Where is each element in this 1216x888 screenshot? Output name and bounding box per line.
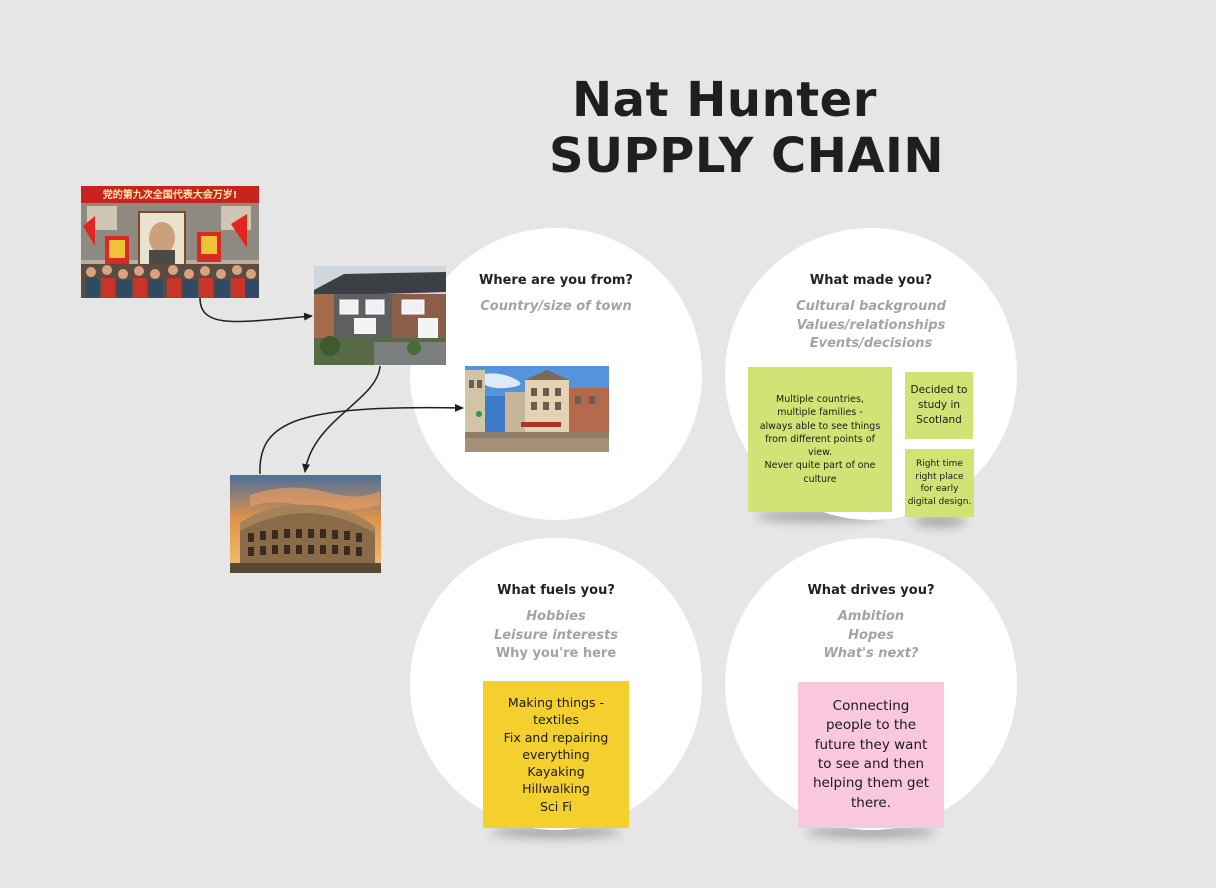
sticky-shadow [806,826,936,838]
prompts-what-drives: Ambition Hopes What's next? [725,608,1017,664]
prompt-whats-next: What's next? [823,646,919,661]
european-street-photo[interactable] [465,366,609,452]
question-what-fuels: What fuels you? [497,583,615,598]
sticky-note-connecting-people[interactable]: Connecting people to the future they wan… [798,682,944,838]
prompts-what-made: Cultural background Values/relationships… [725,298,1017,354]
sticky-note-multiple-countries[interactable]: Multiple countries, multiple families - … [748,367,892,522]
prompts-where-from: Country/size of town [410,298,702,317]
sticky-text: Right time right place for early digital… [907,459,972,507]
china-rally-image: 党的第九次全国代表大会万岁! [81,186,259,298]
question-where-from: Where are you from? [479,273,633,288]
prompt-values-relationships: Values/relationships [796,317,946,333]
rally-banner-text: 党的第九次全国代表大会万岁! [103,188,238,201]
colosseum-photo[interactable] [230,475,381,573]
prompt-leisure-interests: Leisure interests [494,627,618,643]
sticky-text: Decided to study in Scotland [910,384,968,426]
terraced-houses-image [314,266,446,365]
arrow-rally-to-houses[interactable] [199,297,313,323]
prompt-country-size: Country/size of town [480,299,632,314]
sticky-text: Making things - textiles Fix and repairi… [503,695,609,814]
sticky-note-making-things[interactable]: Making things - textiles Fix and repairi… [483,681,629,838]
question-what-drives: What drives you? [807,583,935,598]
prompt-hobbies: Hobbies [526,609,586,624]
china-rally-photo[interactable]: 党的第九次全国代表大会万岁! [81,186,259,298]
sticky-note-right-time[interactable]: Right time right place for early digital… [905,449,974,527]
sticky-text: Multiple countries, multiple families - … [759,393,881,485]
question-what-made: What made you? [809,273,933,288]
arrow-houses-to-colosseum[interactable] [302,365,381,473]
colosseum-image [230,475,381,573]
prompt-why-here: Why you're here [495,646,617,661]
sticky-shadow [491,826,621,838]
board-title-line-2[interactable]: SUPPLY CHAIN [549,128,945,184]
sticky-note-scotland[interactable]: Decided to study in Scotland [905,372,973,449]
terraced-houses-photo[interactable] [314,266,446,365]
prompt-ambition: Ambition [837,609,905,624]
sticky-text: Connecting people to the future they wan… [812,698,930,811]
board-title-line-1[interactable]: Nat Hunter [572,72,877,128]
european-street-image [465,366,609,452]
sticky-shadow [913,515,966,527]
prompts-what-fuels: Hobbies Leisure interests Why you're her… [410,608,702,664]
prompt-cultural-background: Cultural background [796,299,946,314]
prompt-hopes: Hopes [848,627,894,643]
prompt-events-decisions: Events/decisions [809,336,933,351]
